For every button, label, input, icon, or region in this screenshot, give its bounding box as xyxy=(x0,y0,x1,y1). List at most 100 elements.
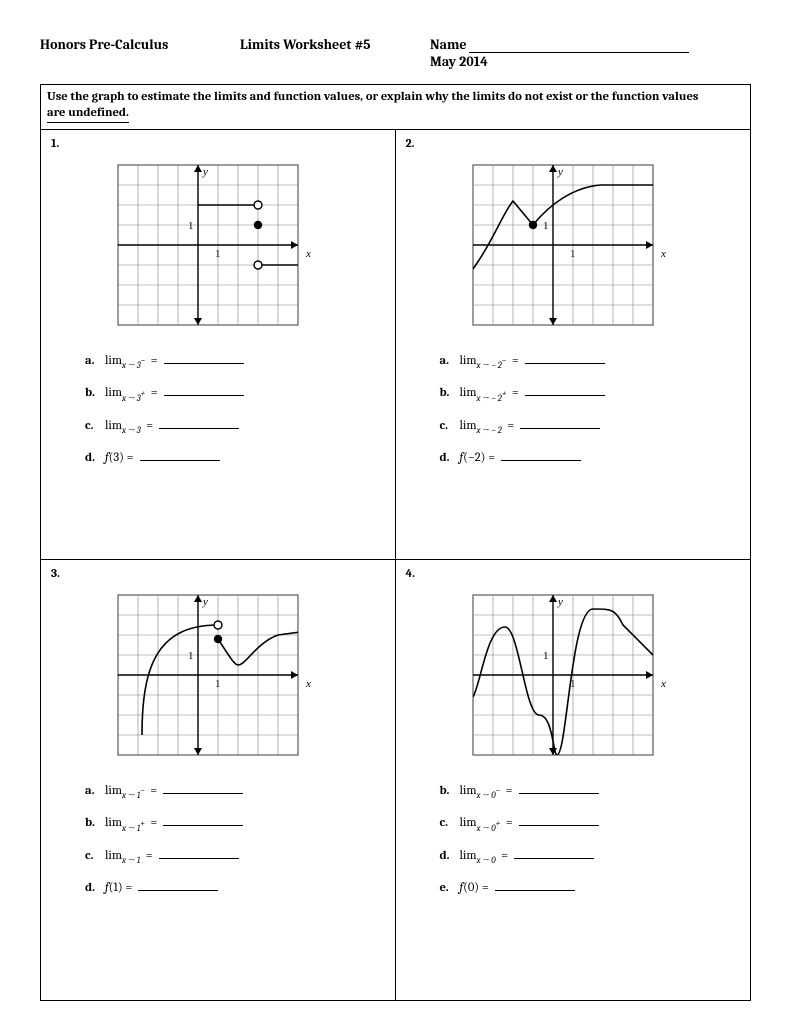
svg-text:y: y xyxy=(557,166,563,178)
answer-blank[interactable] xyxy=(514,849,594,859)
question-letter: b. xyxy=(85,386,105,400)
answer-blank[interactable] xyxy=(525,354,605,364)
answer-blank[interactable] xyxy=(520,419,600,429)
question-item: c. limx → − 2 = xyxy=(440,419,741,436)
course-title: Honors Pre-Calculus xyxy=(40,36,240,70)
graph-container: 1 1 y x xyxy=(406,160,741,330)
graph-svg: 1 1 y x xyxy=(113,160,323,330)
question-item: b. limx → 3+ = xyxy=(85,386,385,403)
answer-blank[interactable] xyxy=(163,816,243,826)
answer-blank[interactable] xyxy=(495,881,575,891)
question-letter: c. xyxy=(440,419,460,433)
answer-blank[interactable] xyxy=(159,849,239,859)
name-label: Name xyxy=(430,36,467,53)
graph-svg: 1 1 y x xyxy=(113,590,323,760)
question-expression: f(1) = xyxy=(105,881,132,895)
svg-text:y: y xyxy=(202,596,208,608)
instructions-line1: Use the graph to estimate the limits and… xyxy=(47,90,698,104)
question-letter: c. xyxy=(85,419,105,433)
question-expression: f(−2) = xyxy=(460,451,496,465)
problem-grid: 1. 1 1 y x a. limx → 3− = b. limx → 3+ = c.… xyxy=(41,130,750,1000)
question-list: a. limx → 1− = b. limx → 1+ = c. limx → … xyxy=(51,784,385,896)
question-expression: limx → 0− = xyxy=(460,784,513,801)
question-letter: b. xyxy=(440,784,460,798)
question-item: c. limx → 3 = xyxy=(85,419,385,436)
svg-text:x: x xyxy=(305,248,311,260)
problem-cell: 2. 11yx a. limx → − 2− = b. limx → − 2+ … xyxy=(396,130,751,560)
question-letter: c. xyxy=(440,816,460,830)
worksheet-title: Limits Worksheet #5 xyxy=(240,36,430,70)
question-letter: d. xyxy=(85,881,105,895)
svg-text:y: y xyxy=(202,166,208,178)
answer-blank[interactable] xyxy=(519,784,599,794)
svg-text:1: 1 xyxy=(543,650,549,662)
svg-text:1: 1 xyxy=(215,248,221,260)
question-expression: limx → 3 = xyxy=(105,419,153,436)
name-field: Name xyxy=(430,36,751,53)
graph-container: 1 1 y x xyxy=(51,160,385,330)
question-letter: d. xyxy=(85,451,105,465)
svg-text:1: 1 xyxy=(570,248,576,260)
problem-cell: 3. 1 1 y x a. limx → 1− = b. limx → 1+ = c.… xyxy=(41,560,396,1000)
question-item: d. limx → 0 = xyxy=(440,849,741,866)
question-item: d. f(3) = xyxy=(85,451,385,465)
question-letter: d. xyxy=(440,849,460,863)
instructions: Use the graph to estimate the limits and… xyxy=(41,85,750,130)
instructions-line2: are undefined. xyxy=(47,105,129,122)
svg-text:y: y xyxy=(557,596,563,608)
answer-blank[interactable] xyxy=(519,816,599,826)
problem-number: 3. xyxy=(51,566,385,580)
answer-blank[interactable] xyxy=(159,419,239,429)
graph-svg: 11yx xyxy=(468,590,678,760)
question-expression: limx → 1− = xyxy=(105,784,157,801)
question-expression: f(0) = xyxy=(460,881,489,895)
graph-container: 11yx xyxy=(406,590,741,760)
question-expression: limx → 0 = xyxy=(460,849,509,866)
svg-text:1: 1 xyxy=(543,220,549,232)
answer-blank[interactable] xyxy=(525,386,605,396)
question-letter: a. xyxy=(85,354,105,368)
question-item: c. limx → 1 = xyxy=(85,849,385,866)
svg-text:x: x xyxy=(660,678,666,690)
question-letter: a. xyxy=(85,784,105,798)
question-expression: limx → 3+ = xyxy=(105,386,158,403)
question-item: e. f(0) = xyxy=(440,881,741,895)
problem-number: 1. xyxy=(51,136,385,150)
question-item: d. f(1) = xyxy=(85,881,385,895)
graph-svg: 1 1 y x xyxy=(468,160,678,330)
question-letter: d. xyxy=(440,451,460,465)
problem-cell: 4. 11yx b. limx → 0− = c. limx → 0+ = d.… xyxy=(396,560,751,1000)
answer-blank[interactable] xyxy=(138,881,218,891)
question-letter: a. xyxy=(440,354,460,368)
question-list: a. limx → − 2− = b. limx → − 2+ = c. lim… xyxy=(406,354,741,466)
question-expression: f(3) = xyxy=(105,451,134,465)
question-letter: c. xyxy=(85,849,105,863)
question-expression: limx → − 2 = xyxy=(460,419,515,436)
question-expression: limx → 0+ = xyxy=(460,816,513,833)
question-letter: b. xyxy=(85,816,105,830)
svg-text:x: x xyxy=(305,678,311,690)
svg-text:1: 1 xyxy=(188,220,194,232)
question-expression: limx → − 2+ = xyxy=(460,386,519,403)
graph-container: 1 1 y x xyxy=(51,590,385,760)
name-blank-line[interactable] xyxy=(469,41,689,53)
date-label: May 2014 xyxy=(430,53,751,70)
question-expression: limx → − 2− = xyxy=(460,354,519,371)
answer-blank[interactable] xyxy=(163,784,243,794)
answer-blank[interactable] xyxy=(140,451,220,461)
problem-number: 4. xyxy=(406,566,741,580)
question-expression: limx → 3− = xyxy=(105,354,158,371)
svg-text:1: 1 xyxy=(215,678,221,690)
svg-text:1: 1 xyxy=(188,650,194,662)
worksheet-box: Use the graph to estimate the limits and… xyxy=(40,84,751,1001)
svg-text:x: x xyxy=(660,248,666,260)
answer-blank[interactable] xyxy=(501,451,581,461)
answer-blank[interactable] xyxy=(164,354,244,364)
question-expression: limx → 1+ = xyxy=(105,816,157,833)
question-letter: e. xyxy=(440,881,460,895)
question-item: a. limx → 3− = xyxy=(85,354,385,371)
page-header: Honors Pre-Calculus Limits Worksheet #5 … xyxy=(40,36,751,70)
answer-blank[interactable] xyxy=(164,386,244,396)
question-item: a. limx → 1− = xyxy=(85,784,385,801)
question-item: c. limx → 0+ = xyxy=(440,816,741,833)
